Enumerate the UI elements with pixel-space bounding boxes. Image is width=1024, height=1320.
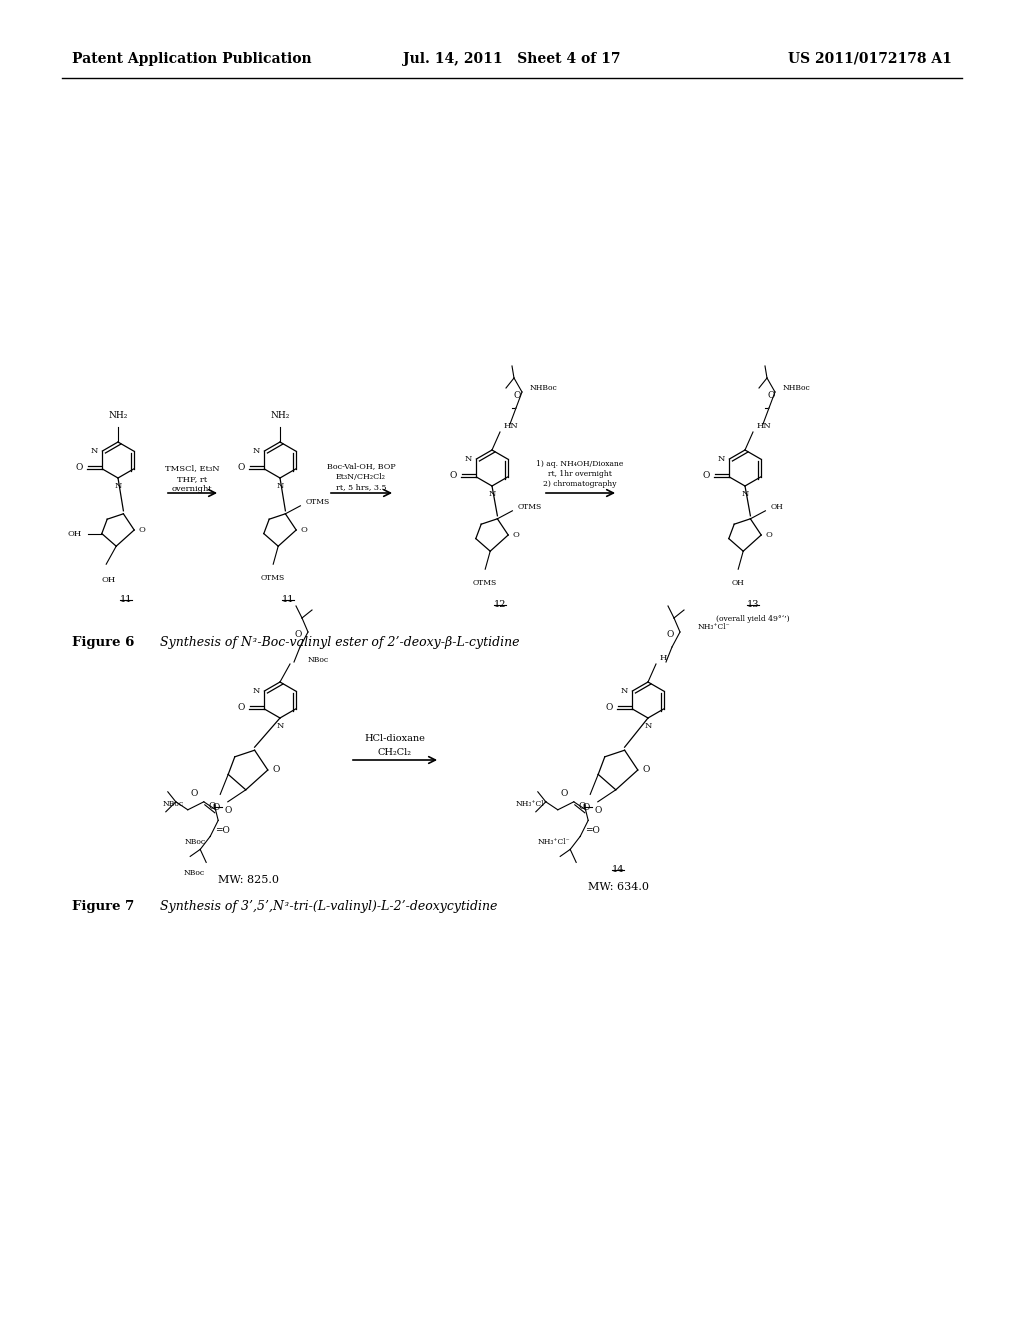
Text: O: O [300,525,307,535]
Text: 13: 13 [746,601,759,609]
Text: N: N [91,447,98,455]
Text: Jul. 14, 2011   Sheet 4 of 17: Jul. 14, 2011 Sheet 4 of 17 [403,51,621,66]
Text: =O: =O [585,826,600,836]
Text: N: N [276,722,284,730]
Text: O: O [512,531,519,539]
Text: Et₃N/CH₂Cl₂: Et₃N/CH₂Cl₂ [336,473,386,480]
Text: overnight: overnight [172,484,212,492]
Text: rt, 5 hrs, 3.5: rt, 5 hrs, 3.5 [336,483,386,491]
Text: OTMS: OTMS [305,498,330,506]
Text: NH₂: NH₂ [270,411,290,420]
Text: OTMS: OTMS [261,574,286,582]
Text: NH₃⁺Cl⁻: NH₃⁺Cl⁻ [538,838,570,846]
Text: O: O [237,463,245,473]
Text: N: N [621,686,629,696]
Text: NBoc: NBoc [308,656,329,664]
Text: NBoc: NBoc [185,838,206,846]
Text: O: O [702,471,710,480]
Text: CH₂Cl₂: CH₂Cl₂ [378,748,412,756]
Text: O: O [272,766,281,775]
Text: (overall yield 49°‘’): (overall yield 49°‘’) [716,615,790,623]
Text: HN: HN [757,422,772,430]
Text: 2) chromatography: 2) chromatography [544,480,616,488]
Text: MW: 634.0: MW: 634.0 [588,882,648,892]
Text: rt, 1hr overnight: rt, 1hr overnight [548,470,612,478]
Text: NH₃⁺Cl⁻: NH₃⁺Cl⁻ [698,623,731,631]
Text: O: O [560,789,567,797]
Text: O: O [450,471,457,480]
Text: O: O [237,704,245,713]
Text: THF, rt: THF, rt [177,475,207,483]
Text: Boc-Val-OH, BOP: Boc-Val-OH, BOP [327,462,395,470]
Text: N: N [115,482,122,490]
Text: NBoc: NBoc [183,870,205,878]
Text: N: N [644,722,651,730]
Text: Synthesis of 3’,5’,Nᶟ-tri-(L-valinyl)-L-2’-deoxycytidine: Synthesis of 3’,5’,Nᶟ-tri-(L-valinyl)-L-… [160,900,498,913]
Text: OH: OH [732,579,744,587]
Text: O: O [294,630,302,639]
Text: TMSCl, Et₃N: TMSCl, Et₃N [165,465,219,473]
Text: O: O [190,789,198,797]
Text: NHBoc: NHBoc [530,384,558,392]
Text: O: O [594,807,601,814]
Text: OTMS: OTMS [517,503,542,511]
Text: O: O [224,807,231,814]
Text: N: N [253,686,260,696]
Text: Synthesis of Nᶟ-Boc-valinyl ester of 2’-deoxy-β-L-cytidine: Synthesis of Nᶟ-Boc-valinyl ester of 2’-… [160,636,519,649]
Text: HCl-dioxane: HCl-dioxane [365,734,425,743]
Text: HN: HN [504,422,519,430]
Text: =O: =O [215,826,229,836]
Text: OH: OH [68,529,82,537]
Text: N: N [253,447,260,455]
Text: OTMS: OTMS [473,579,498,587]
Text: O: O [138,525,145,535]
Text: OH: OH [101,577,116,585]
Text: 14: 14 [611,865,625,874]
Text: N: N [488,490,496,498]
Text: O: O [767,391,774,400]
Text: NH₂: NH₂ [109,411,128,420]
Text: O: O [514,391,521,400]
Text: O: O [209,803,216,812]
Text: NH₃⁺Cl⁻: NH₃⁺Cl⁻ [515,800,548,808]
Text: H: H [660,653,668,663]
Text: O: O [765,531,772,539]
Text: O: O [75,463,82,473]
Text: O: O [583,804,590,812]
Text: O: O [643,766,650,775]
Text: O: O [605,704,612,713]
Text: O: O [579,803,586,812]
Text: US 2011/0172178 A1: US 2011/0172178 A1 [788,51,952,66]
Text: 1) aq. NH₄OH/Dioxane: 1) aq. NH₄OH/Dioxane [537,459,624,469]
Text: O: O [667,630,674,639]
Text: NHBoc: NHBoc [783,384,811,392]
Text: NBoc: NBoc [163,800,183,808]
Text: 11: 11 [120,595,132,605]
Text: N: N [741,490,749,498]
Text: Patent Application Publication: Patent Application Publication [72,51,311,66]
Text: O: O [212,804,220,812]
Text: 12: 12 [494,601,506,609]
Text: Figure 7: Figure 7 [72,900,134,913]
Text: MW: 825.0: MW: 825.0 [217,875,279,884]
Text: N: N [718,455,725,463]
Text: Figure 6: Figure 6 [72,636,134,649]
Text: OH: OH [770,503,783,511]
Text: N: N [465,455,472,463]
Text: 11: 11 [282,595,294,605]
Text: N: N [276,482,284,490]
